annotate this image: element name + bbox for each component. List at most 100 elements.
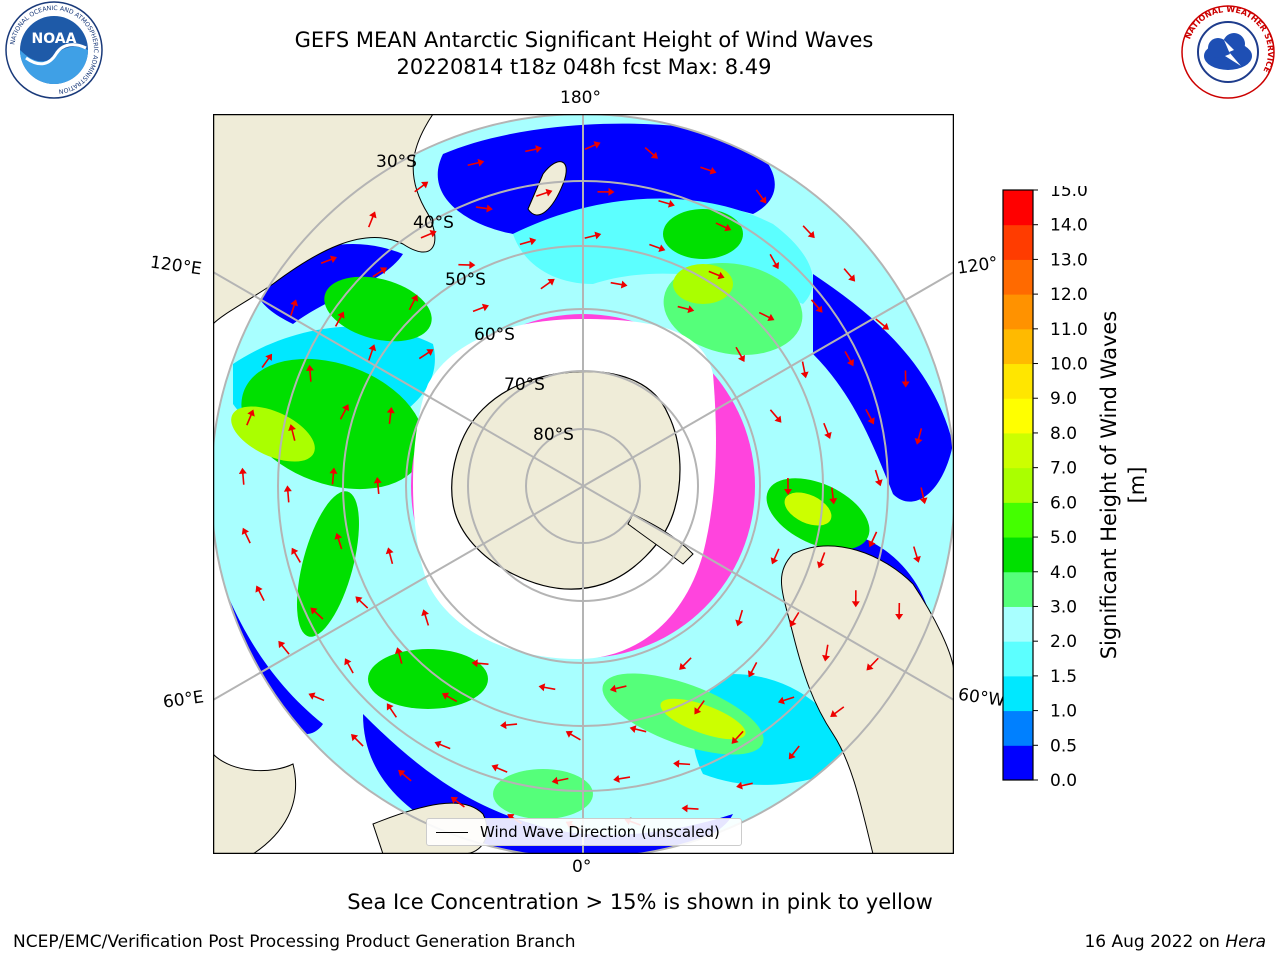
lat-label-70s: 70°S	[504, 375, 545, 395]
wind-wave-arrow	[373, 477, 382, 495]
colorbar-segment	[1003, 502, 1033, 538]
colorbar-tick-label: 1.5	[1050, 667, 1077, 687]
colorbar-segment	[1003, 606, 1033, 642]
wind-wave-arrow	[551, 776, 569, 785]
wind-wave-arrow	[914, 428, 923, 445]
wind-wave-arrow	[421, 609, 430, 626]
wind-wave-arrow	[339, 404, 350, 420]
colorbar-segment	[1003, 363, 1033, 399]
wind-wave-arrow	[394, 647, 403, 664]
wind-wave-arrow	[491, 764, 508, 773]
wind-wave-arrow	[830, 706, 845, 717]
wind-wave-arrow	[246, 409, 255, 426]
colorbar-segment	[1003, 398, 1033, 434]
wind-wave-arrow	[434, 740, 451, 750]
wind-wave-arrow	[386, 406, 395, 424]
new-zealand-landmass	[527, 161, 567, 216]
wind-wave-arrow	[414, 181, 429, 193]
lon-label-upper-left: 120°E	[148, 252, 203, 280]
wind-wave-arrow	[472, 303, 489, 313]
wind-wave-arrow	[810, 299, 823, 313]
lon-label-lower-right: 60°W	[956, 684, 1007, 712]
wind-wave-arrow	[769, 253, 780, 270]
colorbar-tick-label: 6.0	[1050, 493, 1077, 513]
wind-wave-arrow	[367, 211, 377, 228]
wind-wave-arrow	[408, 294, 419, 311]
colorbar-segment	[1003, 328, 1033, 365]
wind-wave-arrow	[919, 487, 928, 505]
lon-label-top: 180°	[560, 88, 601, 108]
wind-wave-arrow	[329, 467, 338, 485]
colorbar-segment	[1003, 710, 1033, 746]
date-text: 16 Aug 2022 on Hera	[1084, 932, 1266, 952]
wind-wave-arrow	[731, 730, 744, 744]
colorbar-tick-label: 4.0	[1050, 563, 1077, 583]
wind-wave-arrow	[467, 158, 485, 167]
wind-wave-arrow	[386, 703, 398, 718]
colorbar-segment	[1003, 675, 1033, 712]
africa-landmass	[213, 753, 297, 854]
wind-wave-arrow	[843, 268, 856, 282]
wind-wave-arrow	[538, 683, 556, 692]
wind-wave-arrow	[255, 585, 265, 601]
colorbar-tick-label: 15.0	[1050, 186, 1088, 201]
wind-wave-arrow	[525, 145, 542, 153]
wind-wave-arrow	[708, 270, 725, 280]
wind-wave-arrow	[471, 659, 489, 668]
colorbar-tick-label: 13.0	[1050, 250, 1088, 270]
wind-wave-arrow	[519, 237, 537, 246]
wind-wave-arrow	[823, 422, 832, 439]
wind-wave-arrow	[822, 644, 830, 662]
colorbar-tick-label: 2.0	[1050, 632, 1077, 652]
wind-wave-arrow	[305, 364, 314, 382]
colorbar-segment	[1003, 571, 1033, 607]
colorbar-tick-label: 5.0	[1050, 528, 1077, 548]
wind-wave-arrow	[288, 424, 296, 441]
wind-wave-arrow	[290, 299, 299, 316]
wind-wave-arrow	[334, 532, 343, 550]
wind-wave-arrow	[278, 640, 290, 655]
colorbar-segment	[1003, 432, 1033, 469]
lat-label-40s: 40°S	[413, 213, 454, 233]
colorbar-tick-label: 10.0	[1050, 355, 1088, 375]
date-value: 16 Aug 2022 on	[1084, 932, 1226, 952]
wind-wave-arrow	[629, 725, 647, 733]
wind-wave-arrow	[912, 546, 921, 563]
wind-wave-arrow	[735, 609, 744, 627]
wind-wave-arrow	[802, 225, 815, 239]
colorbar-segment	[1003, 224, 1033, 260]
wind-wave-arrow	[868, 531, 878, 548]
legend-label: Wind Wave Direction (unscaled)	[480, 823, 720, 841]
wind-wave-arrow	[777, 696, 795, 705]
wind-wave-arrow	[800, 361, 809, 379]
wind-wave-arrow	[310, 607, 324, 620]
colorbar-tick-label: 9.0	[1050, 389, 1077, 409]
lat-label-30s: 30°S	[376, 152, 417, 172]
wind-wave-arrow	[644, 147, 658, 159]
wind-wave-arrow	[613, 774, 631, 783]
wind-wave-arrow	[351, 734, 364, 747]
colorbar-segment	[1003, 641, 1033, 677]
wind-wave-arrow	[681, 804, 699, 813]
wind-wave-arrow	[747, 661, 758, 678]
wind-wave-arrow	[368, 344, 377, 361]
wind-wave-arrow	[308, 692, 325, 702]
wind-wave-arrow	[584, 231, 602, 240]
colorbar-tick-label: 3.0	[1050, 597, 1077, 617]
colorbar: 0.0 0.5 1.0 1.5 2.0 3.0 4.0 5.0 6.0 7.0 8.0 9.0 10.0…	[1002, 186, 1088, 786]
map-plot	[213, 114, 954, 854]
noaa-logo: NATIONAL OCEANIC AND ATMOSPHERIC ADMINIS…	[5, 1, 103, 99]
colorbar-tick-label: 11.0	[1050, 320, 1088, 340]
antarctica-landmass	[451, 370, 681, 590]
colorbar-segment	[1003, 259, 1033, 295]
wind-wave-arrow	[866, 657, 879, 671]
lat-label-80s: 80°S	[533, 425, 574, 445]
wind-wave-arrow	[597, 187, 615, 196]
south-america-landmass	[780, 545, 954, 854]
lon-label-bottom: 0°	[572, 857, 592, 877]
wind-wave-arrow	[677, 305, 695, 314]
wind-wave-arrow	[291, 547, 302, 563]
wind-wave-arrow	[736, 781, 753, 790]
wind-wave-arrow	[851, 590, 860, 608]
wind-wave-arrow	[875, 318, 889, 330]
